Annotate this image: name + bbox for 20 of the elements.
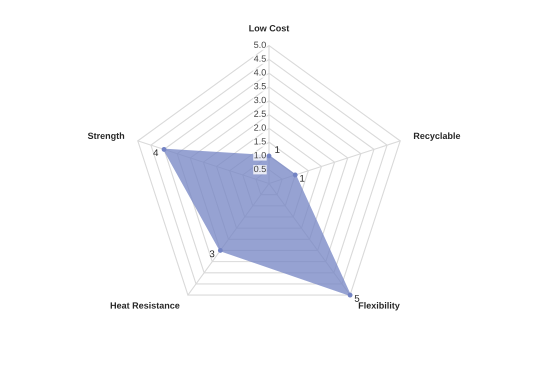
data-label: 5 [354, 295, 360, 302]
y-tick-label: 5.0 [254, 42, 266, 48]
spoke-label: Recyclable [414, 132, 460, 141]
data-label: 1 [275, 146, 280, 153]
data-label: 4 [153, 149, 158, 156]
spoke-label: Low Cost [249, 25, 290, 32]
spoke-label: Flexibility [358, 302, 400, 310]
spoke-label: Heat Resistance [110, 302, 180, 309]
y-tick-label: 3.0 [254, 96, 266, 104]
y-tick-label: 2.0 [254, 124, 266, 131]
y-tick-label: 2.5 [254, 110, 266, 117]
data-label: 3 [210, 250, 214, 258]
data-label: 1 [300, 174, 304, 182]
y-tick-label: 4.0 [254, 69, 266, 76]
y-tick-label: 1.0 [254, 152, 266, 158]
spoke-label: Strength [88, 132, 124, 141]
y-tick-label: 1.5 [254, 138, 266, 145]
y-tick-label: 0.5 [254, 166, 266, 172]
y-tick-label: 3.5 [254, 82, 266, 90]
y-tick-label: 4.5 [254, 55, 266, 62]
